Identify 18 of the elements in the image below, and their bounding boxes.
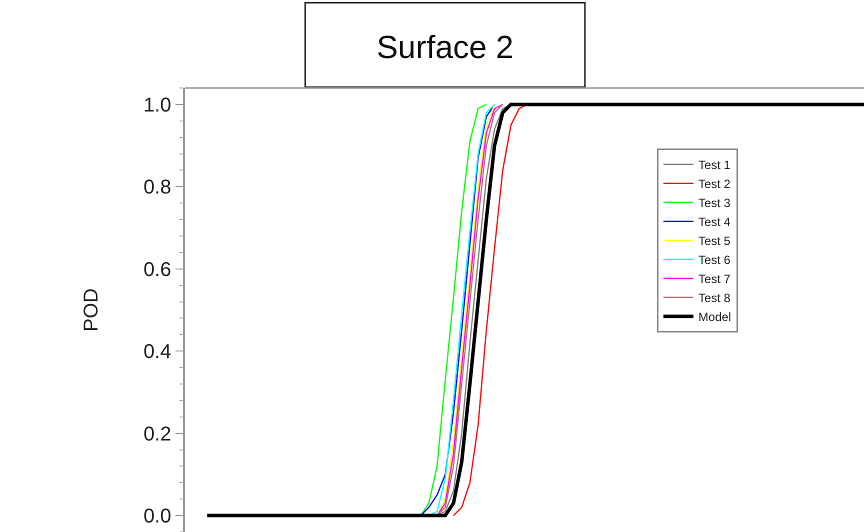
legend-label: Test 8 [698, 291, 731, 306]
y-tick-label: 0.2 [143, 423, 172, 446]
legend-label: Test 6 [698, 253, 731, 268]
y-axis-title: POD [80, 288, 102, 332]
legend-label: Model [698, 310, 732, 324]
chart-title: Surface 2 [376, 29, 514, 66]
y-tick-label: 0.4 [143, 341, 172, 364]
legend-label: Test 2 [698, 177, 731, 192]
legend-label: Test 7 [698, 272, 731, 286]
y-tick-label: 0.0 [143, 506, 172, 528]
y-tick-label: 1.0 [143, 94, 172, 116]
legend-label: Test 5 [698, 234, 731, 248]
legend-label: Test 4 [698, 215, 731, 230]
y-tick-label: 0.6 [143, 258, 172, 281]
y-tick-label: 0.8 [143, 176, 172, 199]
line-series [205, 102, 864, 518]
legend-label: Test 3 [698, 196, 731, 210]
legend-label: Test 1 [698, 158, 731, 172]
